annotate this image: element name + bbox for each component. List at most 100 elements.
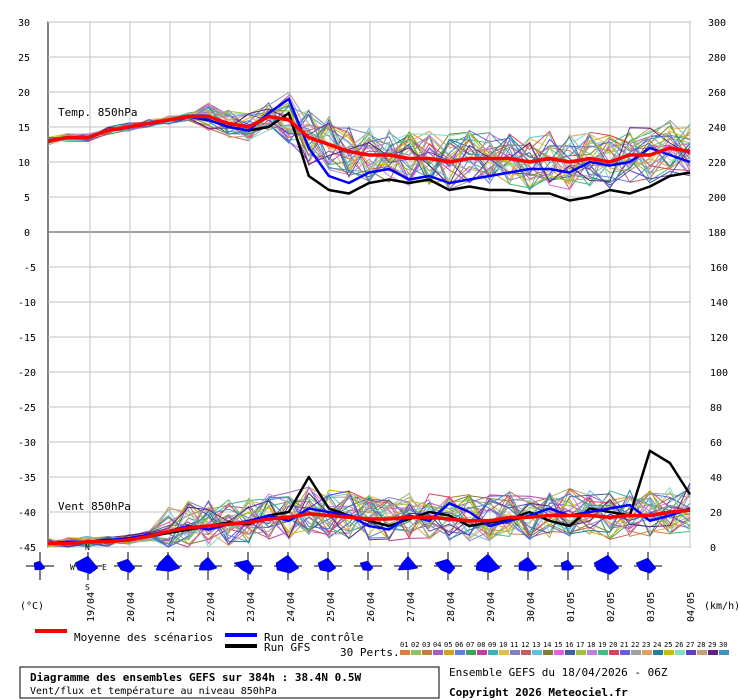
member-legend-chip xyxy=(433,650,443,655)
member-legend-chip xyxy=(631,650,641,655)
wind-rose-shape xyxy=(275,554,300,574)
temp-right-tick: 280 xyxy=(708,53,726,64)
member-legend-number: 24 xyxy=(653,641,661,649)
wind-left-tick: -10 xyxy=(18,298,36,309)
compass-letter-n: N xyxy=(85,543,90,552)
member-legend-number: 13 xyxy=(532,641,540,649)
member-legend-number: 09 xyxy=(488,641,496,649)
member-legend-number: 07 xyxy=(466,641,474,649)
member-legend-chip xyxy=(532,650,542,655)
member-legend-chip xyxy=(675,650,685,655)
wind-right-tick: 160 xyxy=(710,263,728,274)
member-legend-number: 30 xyxy=(719,641,727,649)
temp-right-tick: 240 xyxy=(708,123,726,134)
wind-right-tick: 80 xyxy=(710,403,722,414)
wind-left-tick: -30 xyxy=(18,438,36,449)
member-legend-chip xyxy=(587,650,597,655)
left-unit-label: (°C) xyxy=(20,601,44,612)
compass-letter-w: W xyxy=(70,563,75,572)
wind-left-tick: -5 xyxy=(24,263,36,274)
member-legend-number: 10 xyxy=(499,641,507,649)
wind-panel-label: Vent 850hPa xyxy=(58,500,131,513)
wind-rose-shape xyxy=(518,556,538,572)
member-legend-chip xyxy=(664,650,674,655)
wind-rose-shape xyxy=(397,555,419,571)
wind-member-line xyxy=(47,491,691,547)
wind-right-tick: 40 xyxy=(710,473,722,484)
wind-left-tick: -45 xyxy=(18,543,36,554)
temp-right-tick: 220 xyxy=(708,158,726,169)
member-legend-chip xyxy=(477,650,487,655)
x-tick-label: 29/04 xyxy=(486,592,497,622)
wind-right-tick: 0 xyxy=(710,543,716,554)
temp-left-tick: 5 xyxy=(24,193,30,204)
x-tick-label: 03/05 xyxy=(646,592,657,622)
wind-rose-shape xyxy=(198,556,218,571)
member-legend-number: 25 xyxy=(664,641,672,649)
member-legend-chip xyxy=(543,650,553,655)
member-legend-number: 05 xyxy=(444,641,452,649)
member-legend-number: 22 xyxy=(631,641,639,649)
compass-letter-e: E xyxy=(102,563,107,572)
member-legend-number: 01 xyxy=(400,641,408,649)
wind-rose-shape xyxy=(593,554,620,575)
wind-right-tick: 120 xyxy=(710,333,728,344)
x-tick-label: 30/04 xyxy=(526,592,537,622)
member-legend-chip xyxy=(598,650,608,655)
plot-frame xyxy=(47,21,691,548)
wind-right-tick: 100 xyxy=(710,368,728,379)
wind-rose-shape xyxy=(434,558,456,575)
wind-rose-shape xyxy=(155,553,181,572)
member-legend-number: 29 xyxy=(708,641,716,649)
wind-rose-shape xyxy=(635,557,657,574)
footer-title-box xyxy=(19,666,440,699)
temp-left-tick: 30 xyxy=(18,18,30,29)
member-legend-number: 16 xyxy=(565,641,573,649)
x-tick-label: 24/04 xyxy=(286,592,297,622)
wind-right-tick: 20 xyxy=(710,508,722,519)
member-legend-number: 21 xyxy=(620,641,628,649)
wind-rose-shape xyxy=(74,555,99,575)
footer-copyright: Copyright 2026 Meteociel.fr xyxy=(449,686,628,699)
member-legend-chip xyxy=(609,650,619,655)
footer-title: Diagramme des ensembles GEFS sur 384h : … xyxy=(30,671,362,684)
temp-left-tick: 15 xyxy=(18,123,30,134)
wind-member-line xyxy=(47,483,691,548)
x-tick-label: 04/05 xyxy=(686,592,697,622)
x-tick-label: 27/04 xyxy=(406,592,417,622)
temp-right-tick: 200 xyxy=(708,193,726,204)
member-legend-chip xyxy=(510,650,520,655)
member-legend-number: 08 xyxy=(477,641,485,649)
wind-rose-shape xyxy=(116,558,136,573)
wind-right-tick: 140 xyxy=(710,298,728,309)
wind-member-line xyxy=(47,492,691,546)
member-legend-number: 03 xyxy=(422,641,430,649)
temp-mean-line xyxy=(47,114,691,164)
member-legend-number: 18 xyxy=(587,641,595,649)
member-legend-chip xyxy=(422,650,432,655)
member-legend-chip xyxy=(488,650,498,655)
member-legend-chip xyxy=(565,650,575,655)
x-tick-label: 26/04 xyxy=(366,592,377,622)
wind-left-tick: -15 xyxy=(18,333,36,344)
member-legend-number: 26 xyxy=(675,641,683,649)
x-tick-label: 21/04 xyxy=(166,592,177,622)
member-legend-number: 02 xyxy=(411,641,419,649)
wind-rose-shape xyxy=(359,560,374,572)
member-legend-chip xyxy=(411,650,421,655)
member-legend-chip xyxy=(499,650,509,655)
member-legend-chip xyxy=(642,650,652,655)
x-tick-label: 19/04 xyxy=(86,592,97,622)
member-legend-number: 14 xyxy=(543,641,551,649)
wind-member-line xyxy=(47,493,691,548)
compass-letter-s: S xyxy=(85,583,90,592)
wind-right-tick: 60 xyxy=(710,438,722,449)
legend-mean-label: Moyenne des scénarios xyxy=(74,631,213,644)
wind-rose-shape xyxy=(33,560,46,571)
member-legend-number: 12 xyxy=(521,641,529,649)
member-legend-chip xyxy=(686,650,696,655)
x-tick-label: 28/04 xyxy=(446,592,457,622)
wind-left-tick: -35 xyxy=(18,473,36,484)
